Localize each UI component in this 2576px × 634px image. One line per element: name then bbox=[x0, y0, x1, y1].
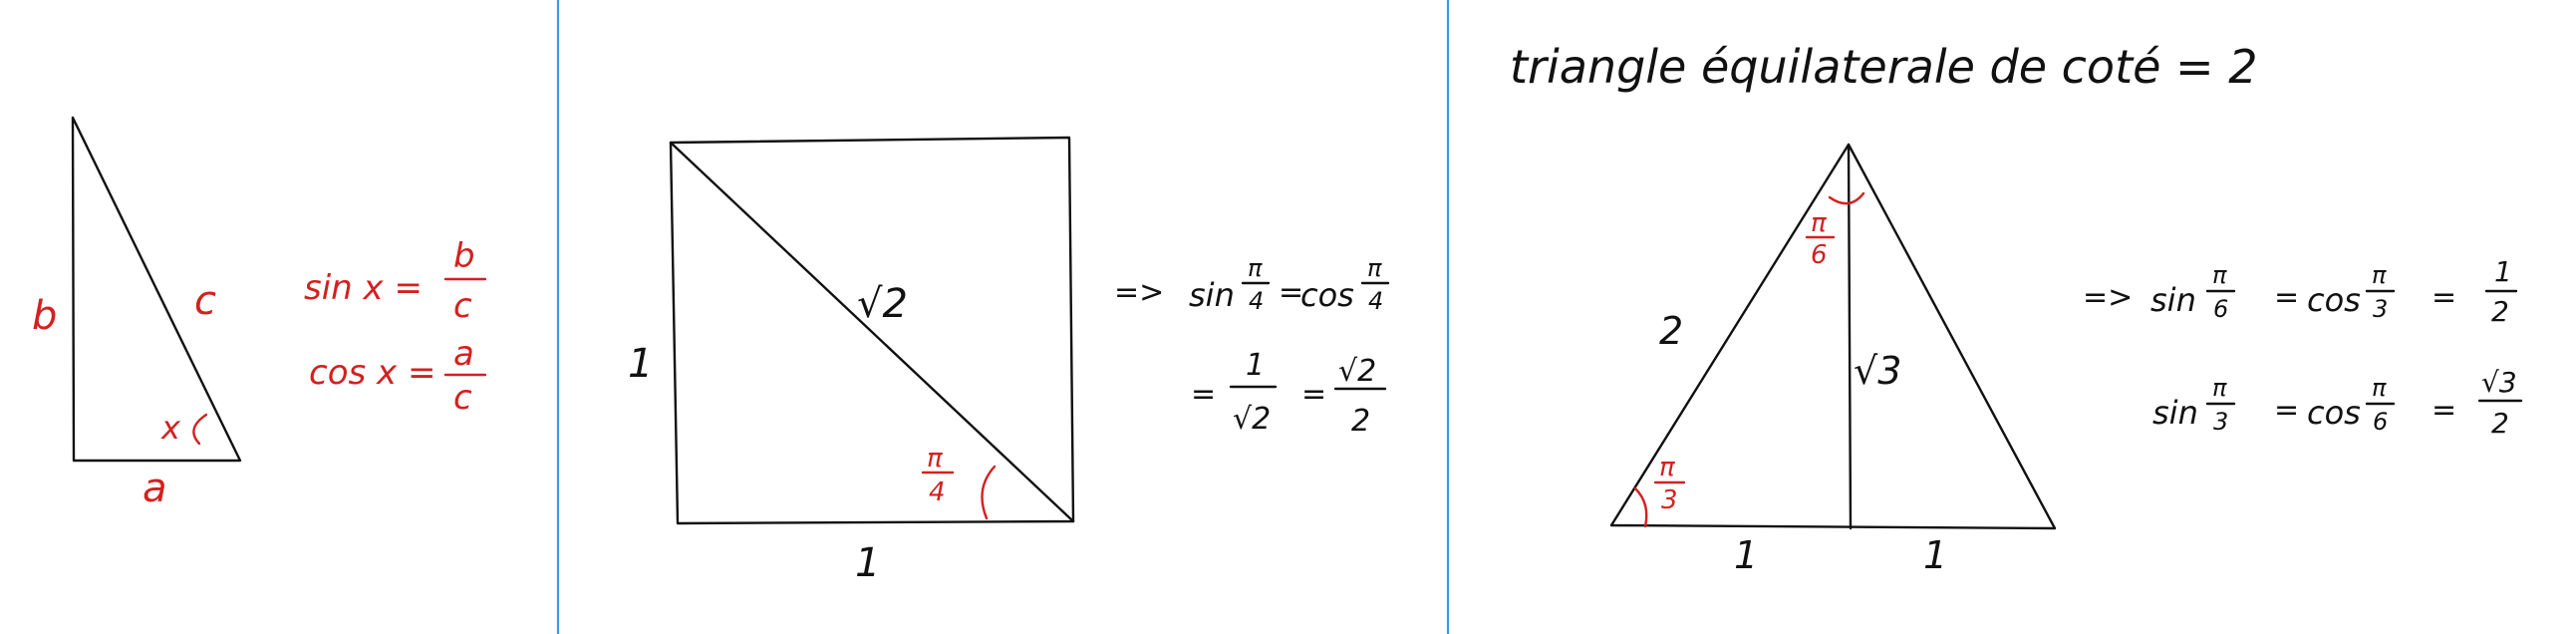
sin-arg-denominator: 4 bbox=[1249, 287, 1264, 315]
row2-cos-arg-den: 6 bbox=[2373, 408, 2388, 436]
angle-x-arc bbox=[192, 413, 208, 446]
equilateral-triangle-shape bbox=[1609, 143, 2057, 530]
row1-sin: sin bbox=[2150, 281, 2196, 319]
cos-formula-numerator: a bbox=[453, 334, 474, 374]
cos-formula-lhs: cos x = bbox=[309, 353, 435, 393]
equilateral-title: triangle équilaterale de coté = 2 bbox=[1510, 40, 2257, 94]
row1-sin-arg-num: π bbox=[2212, 261, 2227, 289]
left-side-length-label: 2 bbox=[1659, 309, 1683, 353]
cos-formula-denominator: c bbox=[453, 378, 472, 418]
row2-result-den: 2 bbox=[2491, 407, 2509, 440]
equals-sign-2: = bbox=[1191, 377, 1216, 412]
one-over-root2-denominator: √2 bbox=[1233, 402, 1271, 437]
row1-result-num: 1 bbox=[2494, 255, 2512, 288]
root2-over-2-denominator: 2 bbox=[1351, 404, 1370, 439]
side-a-label: a bbox=[143, 466, 167, 511]
right-triangle-shape bbox=[71, 116, 242, 463]
top-angle-arc bbox=[1828, 191, 1865, 205]
equals-sign-3: = bbox=[1301, 377, 1326, 412]
angle-pi4-arc bbox=[981, 465, 997, 520]
panel-right-triangle: b c a x sin x = b c cos x = a c bbox=[32, 116, 487, 511]
implies-arrow-2: => bbox=[2083, 280, 2133, 315]
sin-formula-numerator: b bbox=[453, 236, 475, 276]
sin-formula-lhs: sin x = bbox=[304, 268, 423, 308]
cos-arg-denominator: 4 bbox=[1368, 287, 1383, 315]
cos-arg-numerator: π bbox=[1367, 254, 1382, 282]
implies-arrow: => bbox=[1114, 275, 1164, 310]
row1-eq-2: = bbox=[2432, 280, 2456, 315]
equals-sign-1: = bbox=[1279, 275, 1303, 310]
row1-cos-arg-num: π bbox=[2372, 261, 2387, 289]
sin-word: sin bbox=[1189, 276, 1235, 314]
sin-arg-numerator: π bbox=[1248, 254, 1263, 282]
base-angle-numerator: π bbox=[1659, 453, 1675, 482]
row1-cos-arg-den: 3 bbox=[2373, 295, 2388, 323]
sin-formula-denominator: c bbox=[453, 286, 472, 326]
angle-label-denominator: 4 bbox=[929, 477, 946, 507]
side-b-label: b bbox=[32, 293, 57, 339]
diagonal-length-label: √2 bbox=[857, 281, 908, 327]
one-over-root2-numerator: 1 bbox=[1246, 348, 1265, 383]
row2-result-num: √3 bbox=[2481, 366, 2517, 399]
row1-result-den: 2 bbox=[2491, 295, 2509, 328]
base-angle-denominator: 3 bbox=[1661, 485, 1678, 515]
top-angle-numerator: π bbox=[1811, 208, 1827, 238]
row2-sin-arg-num: π bbox=[2212, 374, 2227, 402]
row1-sin-arg-den: 6 bbox=[2213, 295, 2228, 323]
side-c-label: c bbox=[194, 278, 216, 324]
row1-cos: cos bbox=[2307, 281, 2361, 319]
row2-eq-2: = bbox=[2432, 393, 2456, 428]
panel-square-diagonal: 1 1 √2 π 4 => sin π 4 = cos π 4 = 1 √2 =… bbox=[628, 136, 1390, 586]
cos-word: cos bbox=[1300, 276, 1354, 314]
row2-cos: cos bbox=[2307, 394, 2361, 432]
base-angle-arc bbox=[1633, 486, 1648, 528]
square-left-side-label: 1 bbox=[628, 341, 653, 387]
root2-over-2-numerator: √2 bbox=[1338, 354, 1376, 389]
triangle-height-line bbox=[1847, 143, 1853, 530]
row2-sin: sin bbox=[2152, 394, 2198, 432]
row2-eq-1: = bbox=[2274, 393, 2299, 428]
base-left-length-label: 1 bbox=[1734, 533, 1758, 577]
row1-eq-1: = bbox=[2274, 280, 2299, 315]
square-bottom-side-label: 1 bbox=[855, 540, 880, 586]
row2-cos-arg-num: π bbox=[2372, 374, 2387, 402]
angle-x-label: x bbox=[160, 409, 181, 447]
base-right-length-label: 1 bbox=[1923, 533, 1947, 577]
height-length-label: √3 bbox=[1854, 349, 1901, 393]
top-angle-denominator: 6 bbox=[1811, 240, 1828, 270]
angle-label-numerator: π bbox=[927, 444, 943, 474]
square-diagonal-line bbox=[669, 141, 1075, 523]
row2-sin-arg-den: 3 bbox=[2213, 408, 2228, 436]
panel-equilateral-triangle: triangle équilaterale de coté = 2 2 √3 1… bbox=[1510, 40, 2523, 577]
